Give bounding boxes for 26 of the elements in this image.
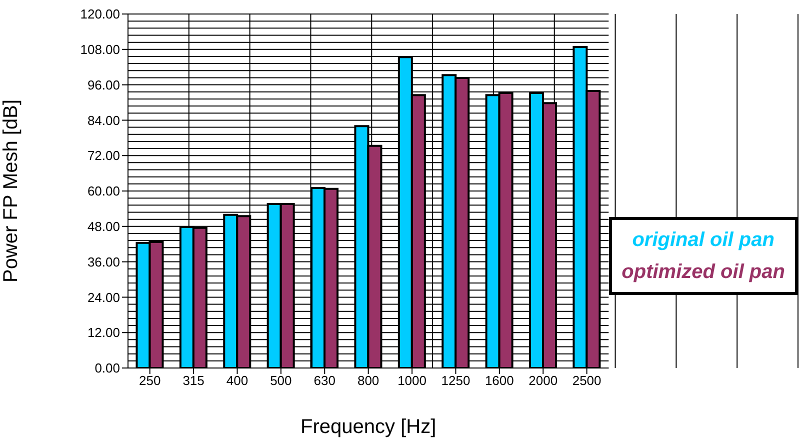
y-axis-title: Power FP Mesh [dB]: [0, 99, 22, 283]
y-tick-label: 84.00: [87, 112, 120, 128]
x-tick-label: 2500: [572, 373, 602, 388]
y-tick-label: 24.00: [87, 290, 120, 305]
series-label: optimized oil pan: [622, 260, 785, 285]
y-tick-label: 12.00: [87, 325, 120, 340]
x-tick-label: 1000: [398, 373, 426, 388]
x-tick-label: 1250: [441, 373, 470, 388]
x-tick-label: 250: [138, 373, 161, 388]
x-tick-label: 315: [182, 373, 204, 388]
y-tick-label: 120.00: [80, 6, 120, 22]
x-tick-label: 2000: [528, 373, 558, 388]
x-tick-label: 800: [357, 373, 380, 388]
x-tick-label: 500: [270, 373, 292, 388]
x-tick-label: 400: [226, 373, 248, 388]
y-tick-label: 0.00: [94, 360, 120, 376]
text: original oil pan: [631, 228, 776, 253]
x-axis-title: Frequency [Hz]: [300, 416, 436, 438]
y-tick-label: 48.00: [87, 219, 120, 234]
y-tick-label: 60.00: [87, 184, 120, 199]
y-tick-label: 108.00: [80, 42, 120, 58]
x-tick-label: 630: [314, 373, 336, 388]
y-tick-label: 36.00: [87, 254, 120, 270]
y-tick-label: 96.00: [87, 77, 120, 92]
x-tick-label: 1600: [484, 373, 514, 388]
y-tick-label: 72.00: [87, 148, 120, 164]
